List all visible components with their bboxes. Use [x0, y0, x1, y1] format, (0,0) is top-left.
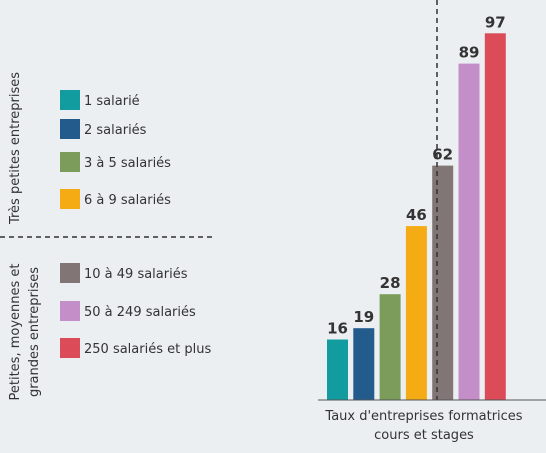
- bar-value-label-4: 46: [406, 206, 427, 224]
- legend-swatch-5: [60, 263, 80, 283]
- bar-2: [353, 328, 375, 400]
- bar-value-label-2: 19: [353, 308, 374, 326]
- bar-5: [432, 165, 454, 400]
- legend: 1 salarié 2 salariés 3 à 5 salariés 6 à 9 s…: [60, 90, 211, 358]
- bar-value-label-6: 89: [459, 44, 480, 62]
- bar-value-label-5: 62: [432, 146, 453, 164]
- bar-6: [458, 63, 480, 400]
- legend-label-2: 2 salariés: [84, 123, 147, 138]
- group-label-pme-ge-line-2: grandes entreprises: [27, 267, 42, 397]
- legend-swatch-7: [60, 338, 80, 358]
- group-label-pme-ge-line-1: Petites, moyennes et: [8, 263, 23, 400]
- bar-1: [327, 339, 348, 400]
- bar-4: [405, 226, 427, 400]
- legend-label-6: 50 à 249 salariés: [84, 305, 196, 320]
- bar-value-label-3: 28: [380, 274, 401, 292]
- bar-7: [484, 33, 506, 401]
- legend-label-1: 1 salarié: [84, 94, 140, 109]
- x-axis-label-line-2: cours et stages: [374, 428, 474, 443]
- group-label-tpe: Très petites entreprises: [8, 72, 23, 225]
- bar-value-label-7: 97: [485, 13, 506, 31]
- legend-swatch-3: [60, 152, 80, 172]
- bar-3: [379, 294, 401, 400]
- bars: 16 19 28 46 62 89 97: [327, 13, 506, 401]
- x-axis-label-line-1: Taux d'entreprises formatrices: [324, 409, 522, 424]
- legend-label-7: 250 salariés et plus: [84, 342, 211, 357]
- legend-label-5: 10 à 49 salariés: [84, 267, 188, 282]
- bar-value-label-1: 16: [327, 320, 348, 338]
- legend-swatch-2: [60, 119, 80, 139]
- legend-swatch-4: [60, 189, 80, 209]
- legend-label-3: 3 à 5 salariés: [84, 156, 171, 171]
- legend-label-4: 6 à 9 salariés: [84, 193, 171, 208]
- legend-swatch-1: [60, 90, 80, 110]
- legend-swatch-6: [60, 301, 80, 321]
